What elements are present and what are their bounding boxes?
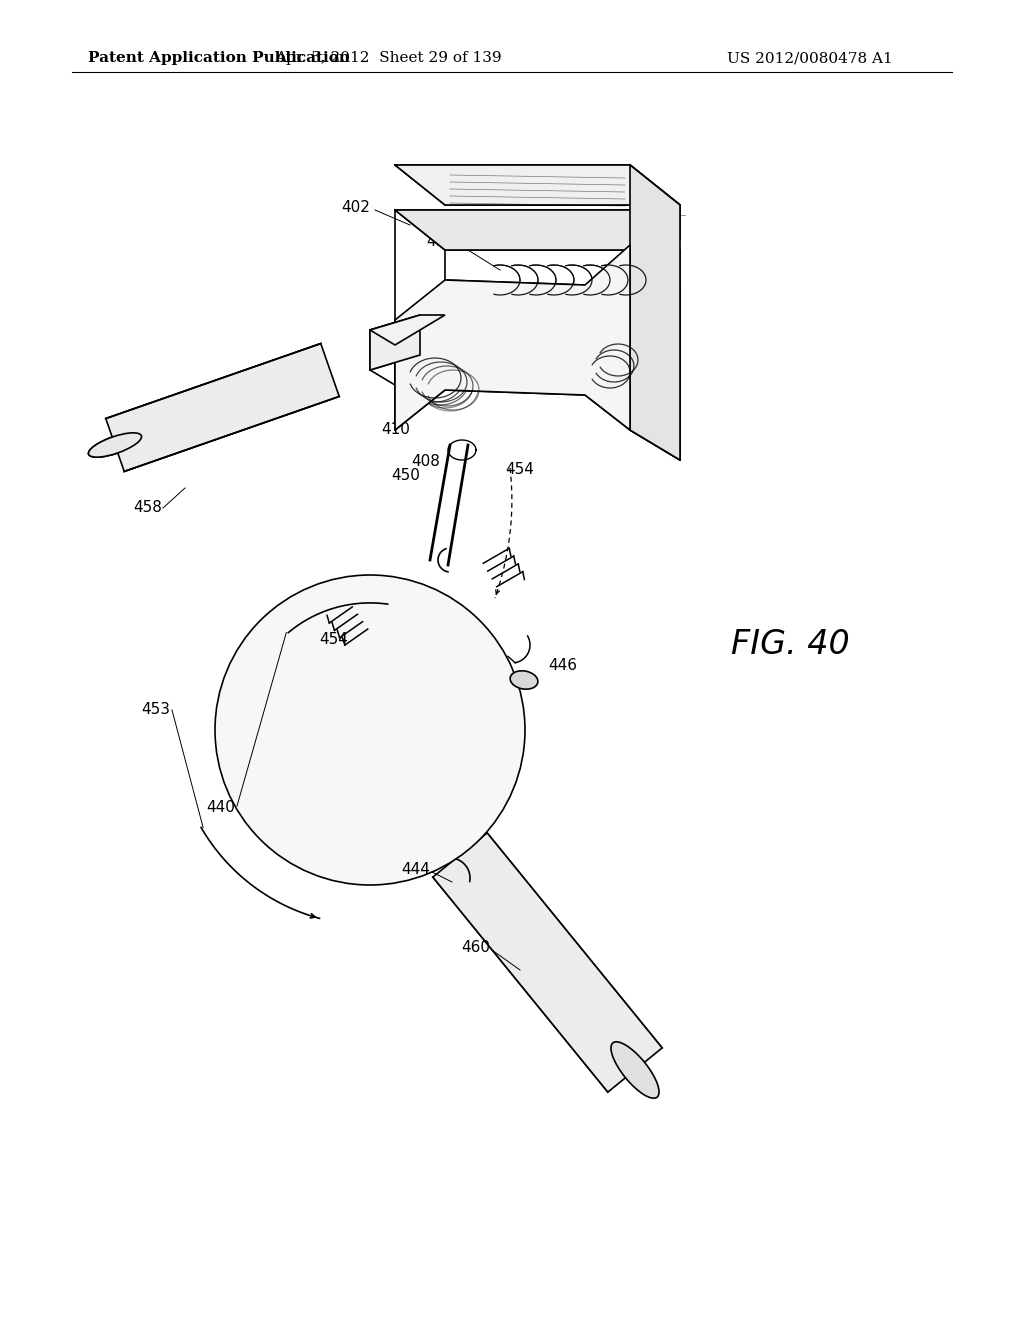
Text: 408: 408	[411, 454, 440, 470]
Circle shape	[215, 576, 525, 884]
Ellipse shape	[88, 433, 141, 457]
Text: Apr. 5, 2012  Sheet 29 of 139: Apr. 5, 2012 Sheet 29 of 139	[274, 51, 502, 65]
Text: 453: 453	[141, 702, 170, 718]
Polygon shape	[370, 315, 420, 370]
Text: 402: 402	[341, 201, 370, 215]
Text: 460: 460	[461, 940, 490, 956]
Polygon shape	[630, 165, 680, 459]
Ellipse shape	[611, 1041, 659, 1098]
Polygon shape	[395, 165, 680, 205]
Polygon shape	[105, 343, 339, 471]
Text: 410: 410	[635, 392, 664, 408]
Text: FIG. 40: FIG. 40	[731, 628, 849, 661]
Text: US 2012/0080478 A1: US 2012/0080478 A1	[727, 51, 893, 65]
Polygon shape	[370, 315, 445, 345]
Text: 454: 454	[319, 632, 348, 648]
Text: 410: 410	[381, 422, 410, 437]
Polygon shape	[433, 833, 663, 1092]
Text: Patent Application Publication: Patent Application Publication	[88, 51, 350, 65]
Text: 450: 450	[391, 469, 420, 483]
Text: 444: 444	[401, 862, 430, 878]
Text: 446: 446	[548, 657, 577, 672]
Text: 440: 440	[206, 800, 234, 816]
Polygon shape	[395, 210, 680, 249]
Text: 412: 412	[426, 235, 455, 249]
Text: 458: 458	[133, 500, 162, 516]
Polygon shape	[395, 246, 630, 430]
Ellipse shape	[88, 433, 141, 457]
Ellipse shape	[510, 671, 538, 689]
Text: 454: 454	[505, 462, 534, 478]
